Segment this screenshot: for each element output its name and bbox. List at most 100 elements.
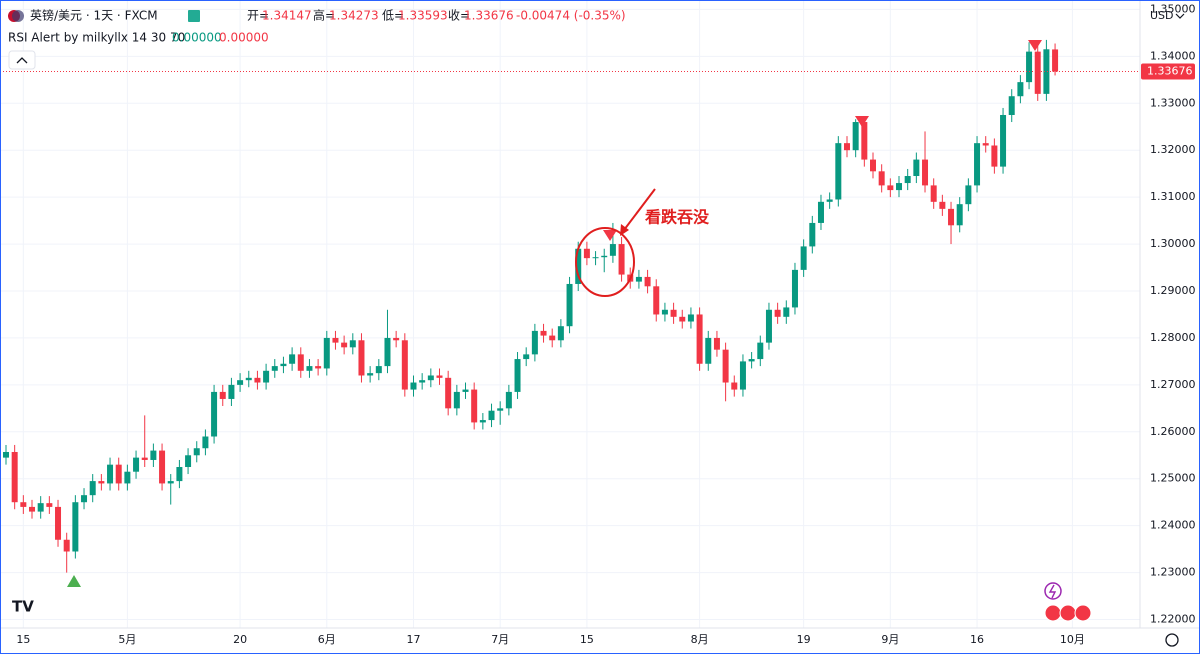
x-tick-label: 8月 <box>691 633 709 646</box>
indicator-name: RSI Alert by milkyllx 14 30 70 <box>8 31 185 45</box>
candle-body <box>748 359 755 362</box>
event-flag[interactable] <box>1044 604 1062 622</box>
y-tick-label: 1.24000 <box>1150 519 1196 532</box>
candle-body <box>245 377 252 381</box>
y-tick-label: 1.32000 <box>1150 143 1196 156</box>
last-price-tag <box>1141 63 1195 80</box>
candle-body <box>757 342 764 360</box>
candle-body <box>618 244 625 275</box>
candle-body <box>497 408 504 411</box>
candle-body <box>436 375 443 378</box>
indicator-value: 0.00000 <box>219 31 269 45</box>
candle-body <box>635 276 642 282</box>
candle-body <box>193 448 200 456</box>
candle-body <box>375 366 382 374</box>
y-tick-label: 1.28000 <box>1150 331 1196 344</box>
candle-body <box>774 309 781 317</box>
candle-body <box>1052 49 1059 72</box>
candle-body <box>150 450 157 460</box>
candle-body <box>419 380 426 383</box>
y-tick-label: 1.34000 <box>1150 49 1196 62</box>
candle-body <box>453 391 460 409</box>
settings-icon[interactable] <box>1165 633 1179 647</box>
candle-body <box>1008 96 1015 115</box>
candle-body <box>115 464 122 484</box>
candle-body <box>930 185 937 202</box>
collapse-icon <box>16 57 28 64</box>
x-tick-label: 6月 <box>318 633 336 646</box>
candle-body <box>505 391 512 409</box>
high-value: 1.34273 <box>329 9 379 23</box>
close-value: 1.33676 <box>464 9 514 23</box>
x-tick-label: 16 <box>970 633 984 646</box>
logo: TV <box>12 598 34 616</box>
candle-body <box>887 185 894 191</box>
indicator-value: 0.00000 <box>172 31 222 45</box>
x-tick-label: 15 <box>580 633 594 646</box>
event-icon[interactable] <box>1044 582 1062 600</box>
candle-body <box>705 337 712 364</box>
candle-body <box>557 326 564 341</box>
candle-body <box>133 457 140 472</box>
currency-button[interactable] <box>1144 6 1194 26</box>
candle-body <box>531 330 538 355</box>
candle-body <box>3 451 9 458</box>
candle-body <box>219 391 226 399</box>
candle-body <box>991 145 998 167</box>
candle-body <box>89 481 96 496</box>
candle-body <box>1026 51 1033 83</box>
candle-body <box>37 503 44 512</box>
candle-body <box>332 337 339 343</box>
y-tick-label: 1.23000 <box>1150 566 1196 579</box>
event-flag[interactable] <box>1059 604 1077 622</box>
candle-body <box>445 377 452 409</box>
sell-signal <box>1028 40 1042 51</box>
candle-body <box>739 361 746 390</box>
candle-body <box>583 248 590 259</box>
annotation: 看跌吞没 <box>644 208 710 227</box>
candle-body <box>427 375 434 381</box>
candle-body <box>124 471 131 484</box>
candle-body <box>323 337 330 369</box>
candle-body <box>974 143 981 186</box>
close-label: 收= <box>448 9 470 23</box>
candle-body <box>965 185 972 205</box>
candle-body <box>765 309 772 343</box>
symbol-flag <box>12 10 24 22</box>
event-flag[interactable] <box>1074 604 1092 622</box>
y-tick-label: 1.26000 <box>1150 425 1196 438</box>
y-tick-label: 1.33000 <box>1150 96 1196 109</box>
candle-body <box>896 183 903 191</box>
candle-body <box>11 451 18 503</box>
candle-body <box>471 389 478 423</box>
high-label: 高= <box>313 8 335 23</box>
candle-body <box>271 366 278 371</box>
candle-body <box>644 276 651 287</box>
candle-body <box>202 436 209 449</box>
x-tick-label: 7月 <box>491 633 509 646</box>
candle-body <box>835 143 842 200</box>
candle-body <box>185 455 192 468</box>
market-status <box>188 10 200 22</box>
candle-body <box>341 342 348 348</box>
symbol-title: 英镑/美元 · 1天 · FXCM <box>30 8 158 23</box>
candles <box>0 39 1140 573</box>
candle-body <box>46 503 53 507</box>
candle-body <box>731 382 738 390</box>
candle-body <box>1043 49 1050 94</box>
candle-body <box>982 143 989 146</box>
candle-body <box>237 380 244 385</box>
candle-body <box>297 354 304 371</box>
candle-body <box>228 384 235 399</box>
candle-body <box>592 257 599 259</box>
x-tick-label: 9月 <box>881 633 899 646</box>
candle-body <box>870 159 876 172</box>
candle-body <box>783 307 790 317</box>
candle-body <box>81 495 88 503</box>
candle-body <box>20 502 27 507</box>
collapse-button[interactable] <box>8 50 36 70</box>
candle-body <box>687 314 694 322</box>
candle-body <box>107 464 114 484</box>
candle-body <box>948 208 955 226</box>
